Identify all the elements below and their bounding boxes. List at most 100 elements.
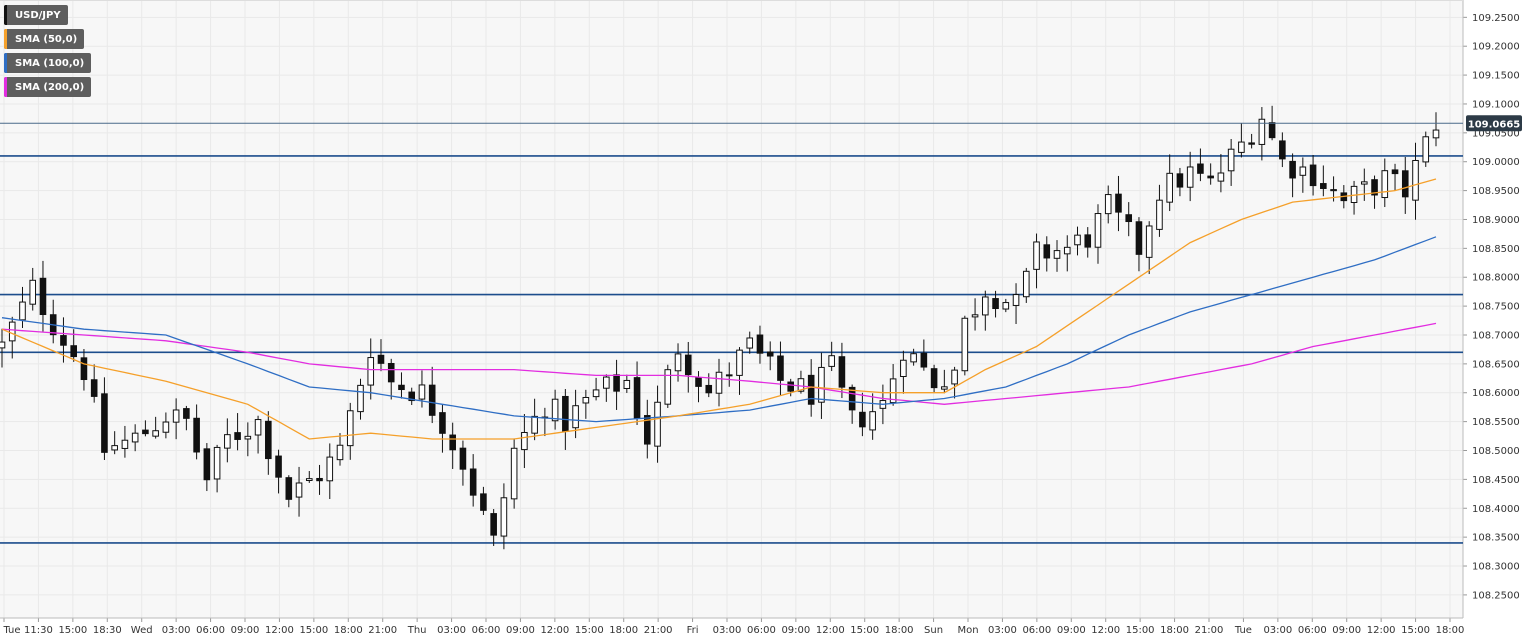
candle-down[interactable] bbox=[80, 357, 88, 381]
candle-up[interactable] bbox=[889, 378, 897, 403]
candle-down[interactable] bbox=[766, 351, 774, 357]
candle-up[interactable] bbox=[531, 415, 538, 434]
candle-up[interactable] bbox=[1166, 172, 1173, 203]
candle-down[interactable] bbox=[480, 493, 487, 511]
candle-up[interactable] bbox=[951, 369, 958, 385]
candle-up[interactable] bbox=[900, 359, 907, 378]
candle-down[interactable] bbox=[193, 417, 200, 453]
candle-down[interactable] bbox=[1197, 163, 1204, 174]
candle-down[interactable] bbox=[756, 334, 764, 354]
candle-up[interactable] bbox=[1330, 189, 1337, 192]
candle-up[interactable] bbox=[1227, 148, 1235, 172]
candle-up[interactable] bbox=[623, 379, 631, 389]
candle-down[interactable] bbox=[1391, 169, 1399, 175]
candle-down[interactable] bbox=[1248, 142, 1255, 145]
candle-up[interactable] bbox=[654, 401, 661, 447]
candle-up[interactable] bbox=[582, 396, 590, 404]
candle-up[interactable] bbox=[1104, 194, 1112, 215]
candle-up[interactable] bbox=[305, 478, 313, 481]
candle-up[interactable] bbox=[0, 341, 6, 349]
candle-down[interactable] bbox=[705, 384, 713, 394]
candle-up[interactable] bbox=[367, 357, 375, 386]
candle-down[interactable] bbox=[377, 354, 385, 364]
candle-up[interactable] bbox=[572, 405, 579, 429]
candle-up[interactable] bbox=[1381, 170, 1389, 199]
candle-up[interactable] bbox=[1094, 213, 1102, 248]
candle-down[interactable] bbox=[1043, 244, 1051, 259]
candle-up[interactable] bbox=[510, 447, 518, 500]
candle-down[interactable] bbox=[459, 447, 467, 470]
candle-up[interactable] bbox=[121, 439, 129, 449]
legend-item-usdjpy[interactable]: USD/JPY bbox=[4, 5, 68, 25]
candle-up[interactable] bbox=[336, 444, 344, 461]
candle-up[interactable] bbox=[982, 296, 989, 316]
candle-down[interactable] bbox=[1084, 234, 1092, 248]
candle-up[interactable] bbox=[1432, 129, 1440, 139]
candle-up[interactable] bbox=[1074, 234, 1081, 246]
candle-up[interactable] bbox=[254, 419, 262, 436]
candle-down[interactable] bbox=[203, 448, 211, 481]
candle-up[interactable] bbox=[8, 321, 16, 342]
candle-up[interactable] bbox=[1156, 199, 1163, 230]
candle-up[interactable] bbox=[500, 497, 508, 537]
candle-up[interactable] bbox=[1422, 136, 1430, 163]
candle-down[interactable] bbox=[1268, 122, 1276, 139]
candle-up[interactable] bbox=[1258, 118, 1266, 145]
candle-down[interactable] bbox=[428, 384, 436, 416]
candle-down[interactable] bbox=[398, 384, 405, 391]
candle-up[interactable] bbox=[551, 398, 559, 422]
candle-down[interactable] bbox=[265, 420, 272, 460]
candle-down[interactable] bbox=[101, 393, 108, 453]
candle-up[interactable] bbox=[244, 435, 252, 440]
candle-up[interactable] bbox=[326, 456, 334, 482]
candle-down[interactable] bbox=[285, 477, 293, 500]
candle-up[interactable] bbox=[418, 384, 426, 400]
candle-down[interactable] bbox=[70, 345, 78, 358]
candle-down[interactable] bbox=[1289, 160, 1296, 179]
candle-down[interactable] bbox=[90, 379, 98, 397]
candle-up[interactable] bbox=[1033, 241, 1040, 270]
candle-up[interactable] bbox=[346, 410, 354, 447]
candle-up[interactable] bbox=[1412, 159, 1419, 201]
candle-up[interactable] bbox=[111, 445, 118, 451]
candle-down[interactable] bbox=[60, 335, 67, 346]
candle-down[interactable] bbox=[1309, 164, 1317, 187]
candle-down[interactable] bbox=[1176, 173, 1184, 188]
candle-up[interactable] bbox=[131, 432, 139, 443]
candle-down[interactable] bbox=[490, 513, 497, 536]
candle-down[interactable] bbox=[1115, 193, 1122, 213]
candle-up[interactable] bbox=[674, 353, 682, 372]
candle-up[interactable] bbox=[1012, 294, 1020, 306]
candle-up[interactable] bbox=[172, 409, 180, 423]
candle-up[interactable] bbox=[910, 353, 917, 363]
candle-up[interactable] bbox=[1022, 270, 1030, 298]
candle-up[interactable] bbox=[1361, 181, 1368, 185]
candle-up[interactable] bbox=[746, 337, 754, 349]
candle-up[interactable] bbox=[736, 349, 743, 376]
candle-up[interactable] bbox=[224, 434, 231, 449]
candle-down[interactable] bbox=[644, 415, 651, 445]
candle-down[interactable] bbox=[39, 277, 47, 316]
candle-up[interactable] bbox=[213, 446, 221, 480]
candle-down[interactable] bbox=[787, 381, 795, 392]
candle-down[interactable] bbox=[469, 468, 477, 496]
candle-up[interactable] bbox=[1063, 246, 1071, 255]
candle-down[interactable] bbox=[695, 377, 702, 387]
legend-item-sma100[interactable]: SMA (100,0) bbox=[4, 53, 92, 73]
candle-down[interactable] bbox=[613, 374, 620, 392]
candle-up[interactable] bbox=[152, 430, 159, 437]
candle-up[interactable] bbox=[29, 279, 37, 305]
candle-up[interactable] bbox=[1053, 250, 1061, 259]
candle-up[interactable] bbox=[664, 369, 672, 405]
candle-up[interactable] bbox=[603, 376, 610, 389]
candle-down[interactable] bbox=[1207, 175, 1214, 179]
candle-up[interactable] bbox=[1002, 302, 1010, 310]
candle-up[interactable] bbox=[1217, 172, 1225, 182]
candle-down[interactable] bbox=[439, 412, 446, 434]
candle-up[interactable] bbox=[971, 314, 979, 318]
candle-down[interactable] bbox=[1320, 183, 1327, 189]
candle-down[interactable] bbox=[316, 477, 323, 482]
candle-down[interactable] bbox=[633, 377, 641, 419]
candle-up[interactable] bbox=[797, 378, 805, 392]
